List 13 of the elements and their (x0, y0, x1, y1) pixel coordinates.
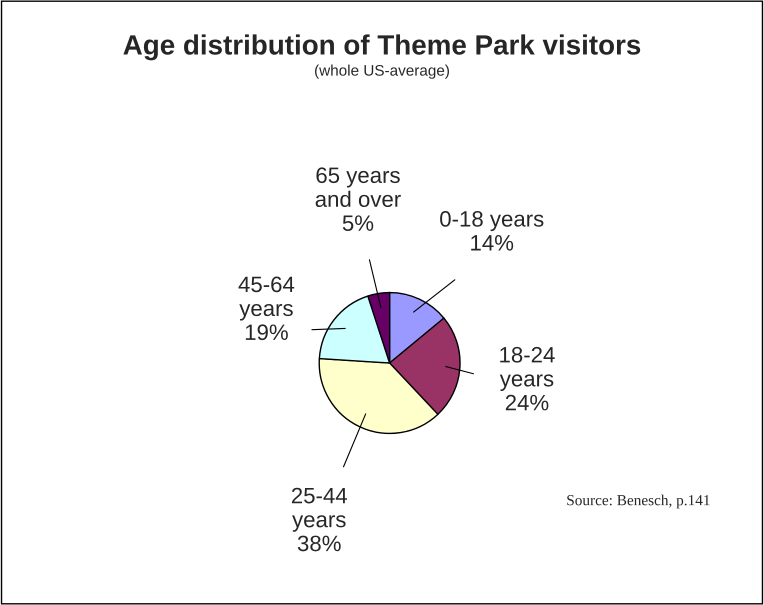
slice-label: 65 years and over (316, 167, 401, 208)
data-label: 14% (471, 235, 514, 251)
data-label: 38% (298, 536, 341, 552)
chart-subtitle: (whole US-average) (315, 64, 449, 79)
slice-label: 0-18 years (440, 211, 544, 232)
source-note: Source: Benesch, p.141 (567, 494, 710, 508)
chart-title: Age distribution of Theme Park visitors (123, 34, 640, 60)
slice-label: 45-64 years (238, 276, 294, 321)
data-label: 5% (342, 215, 374, 231)
data-label: 24% (506, 394, 548, 410)
slice-label: 25-44 years (292, 488, 348, 532)
data-label: 19% (246, 324, 288, 340)
slice-label: 18-24 years (500, 346, 555, 391)
